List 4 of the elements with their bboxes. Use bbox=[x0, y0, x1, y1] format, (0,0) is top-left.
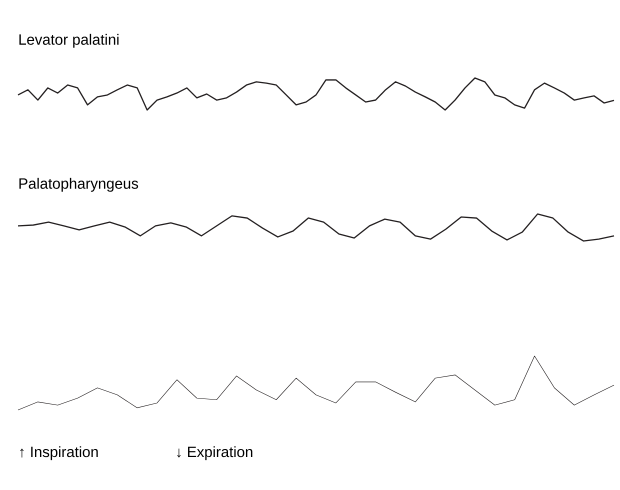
text: ↑ Inspiration bbox=[20, 446, 98, 460]
text: ↓ Expiration bbox=[177, 446, 252, 460]
chart-title: Palatopharyngeus bbox=[19, 178, 138, 192]
chart-title: Levator palatini bbox=[19, 34, 119, 48]
